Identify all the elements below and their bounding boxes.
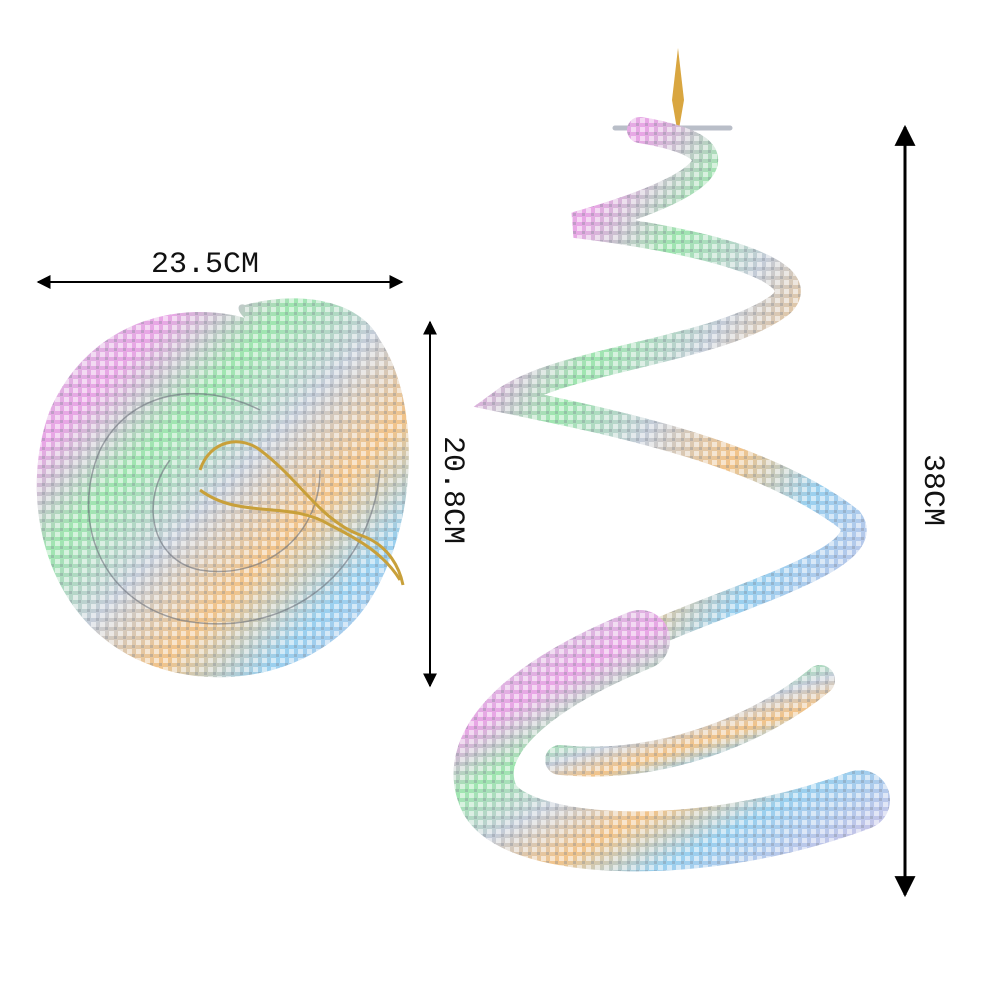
height-label: 20.8CM	[435, 436, 469, 544]
spiral-disc	[36, 298, 409, 678]
width-label: 23.5CM	[151, 248, 259, 282]
hanging-spiral	[453, 48, 890, 872]
length-label: 38CM	[915, 454, 949, 526]
